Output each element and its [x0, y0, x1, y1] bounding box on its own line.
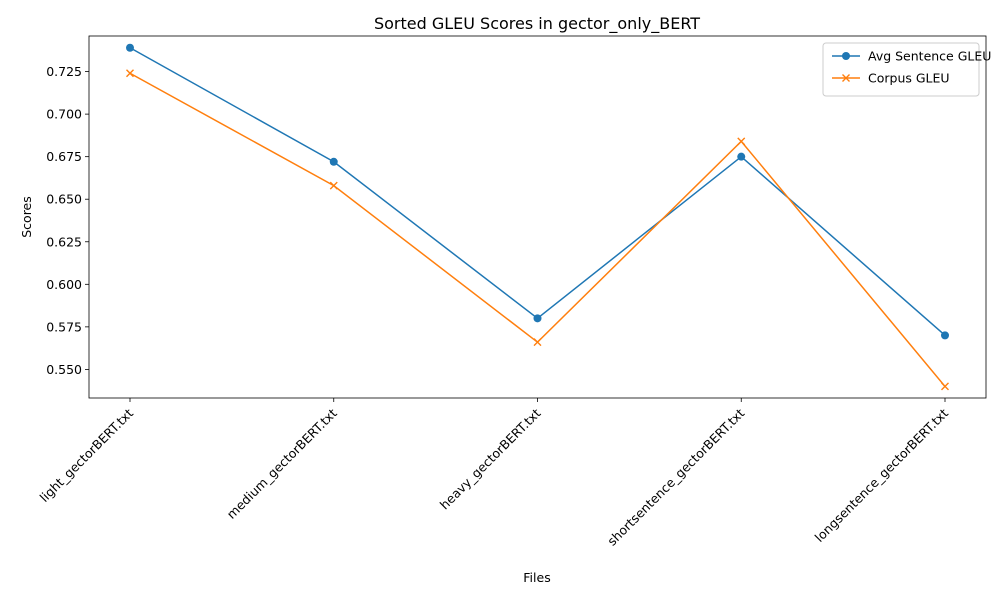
y-tick-label: 0.700 — [46, 107, 82, 122]
y-axis-label: Scores — [19, 196, 34, 238]
data-point — [737, 137, 746, 146]
legend-label: Corpus GLEU — [868, 71, 950, 86]
data-point — [126, 43, 134, 52]
legend-marker — [842, 74, 850, 82]
data-point — [329, 181, 338, 190]
data-point — [941, 382, 949, 391]
series-2 — [126, 69, 949, 391]
y-tick-label: 0.675 — [46, 149, 82, 164]
legend-marker — [842, 52, 850, 60]
y-tick-label: 0.575 — [46, 319, 82, 334]
legend-box — [822, 42, 980, 97]
data-point — [126, 69, 134, 78]
legend: Avg Sentence GLEU Corpus GLEU — [822, 42, 991, 97]
data-point — [533, 314, 542, 323]
y-tick-label: 0.725 — [46, 64, 82, 79]
series-1 — [126, 43, 949, 340]
data-point — [329, 157, 338, 166]
y-axis: 0.550 0.575 0.600 0.625 0.650 0.675 0.700 0.725 — [46, 64, 89, 377]
legend-entry: Avg Sentence GLEU — [832, 49, 991, 64]
data-point — [941, 331, 949, 340]
x-axis-label: Files — [523, 570, 550, 585]
y-tick-label: 0.550 — [46, 362, 82, 377]
y-tick-label: 0.625 — [46, 234, 82, 249]
y-tick-label: 0.650 — [46, 192, 82, 207]
series-layer — [126, 43, 949, 391]
data-point — [737, 152, 746, 161]
y-tick-label: 0.600 — [46, 277, 82, 292]
chart-title: Sorted GLEU Scores in gector_only_BERT — [374, 14, 700, 34]
legend-entry: Corpus GLEU — [832, 71, 950, 86]
legend-label: Avg Sentence GLEU — [868, 49, 991, 64]
data-point — [533, 338, 542, 347]
